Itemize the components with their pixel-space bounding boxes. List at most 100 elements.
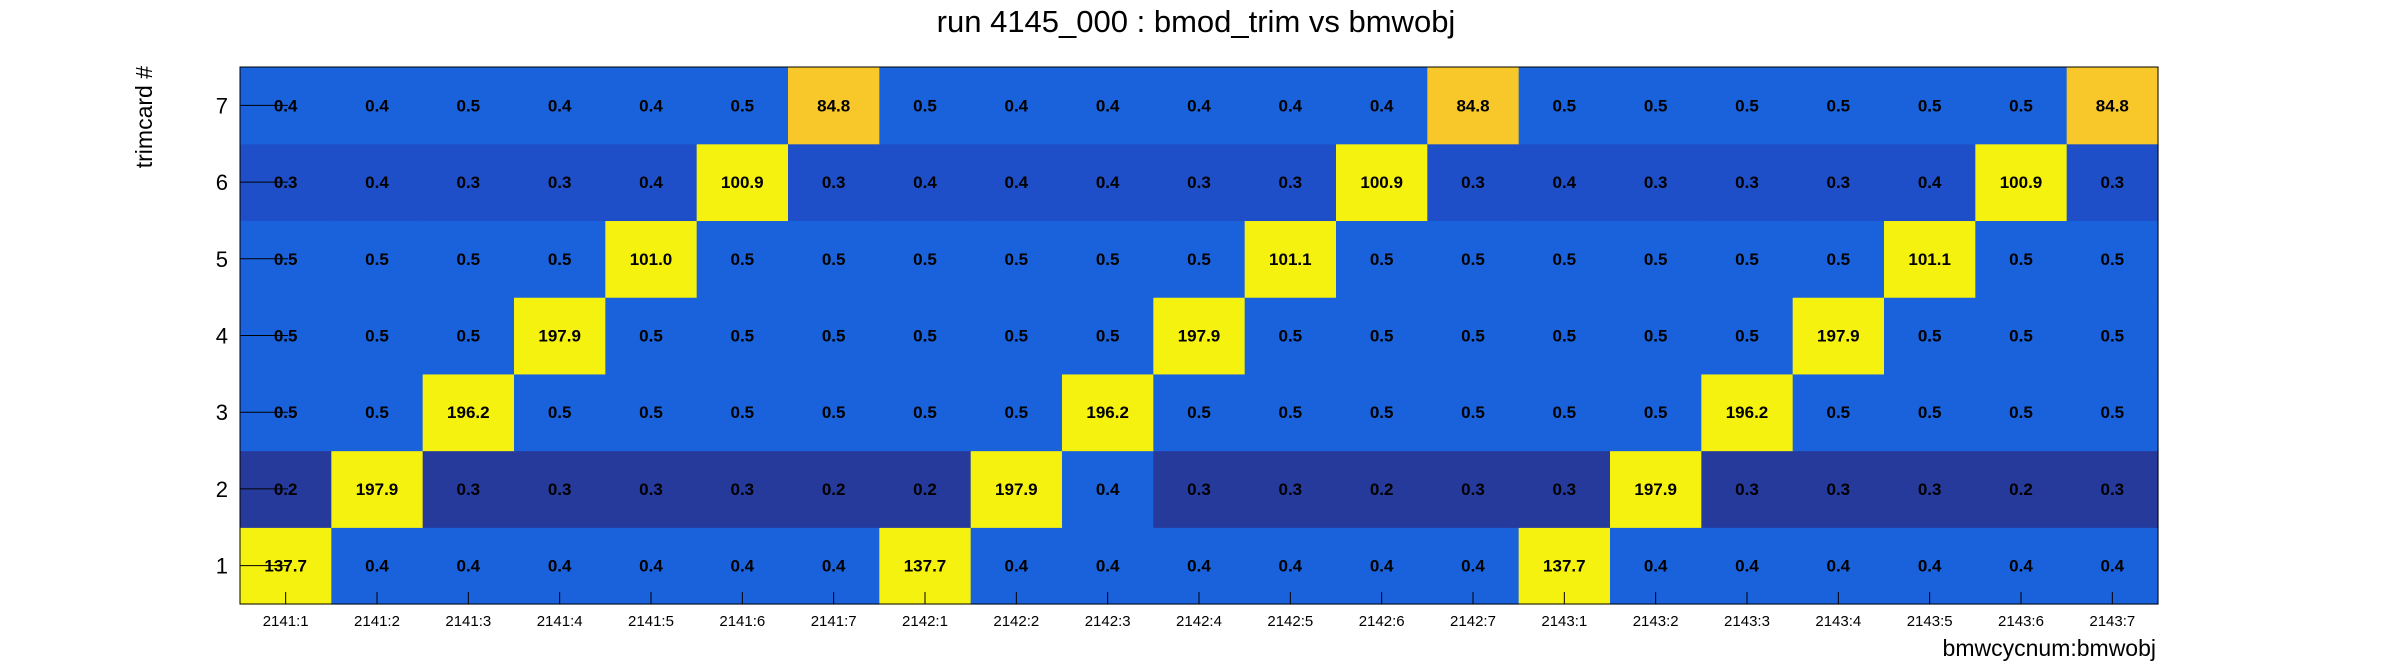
heatmap-cell: [422, 373, 515, 452]
heatmap-cell: [1518, 527, 1611, 605]
cell-value-label: 0.3: [1279, 480, 1303, 499]
heatmap-cell: [1792, 220, 1885, 298]
cell-value-label: 0.4: [1553, 173, 1577, 192]
heatmap-cell: [1701, 143, 1794, 222]
cell-value-label: 0.3: [2101, 480, 2125, 499]
cell-value-label: 0.3: [2101, 173, 2125, 192]
heatmap-cell: [1884, 297, 1976, 375]
x-tick-label: 2141:2: [354, 613, 400, 630]
cell-value-label: 0.4: [1735, 557, 1759, 576]
cell-value-label: 0.3: [731, 480, 755, 499]
cell-value-label: 0.4: [1096, 557, 1120, 576]
x-tick-label: 2142:5: [1267, 613, 1313, 630]
heatmap-cell: [1336, 67, 1428, 145]
heatmap-cell: [788, 450, 880, 528]
cell-value-label: 0.5: [1096, 327, 1120, 346]
heatmap-cell: [970, 297, 1063, 375]
y-tick-label: 7: [216, 93, 228, 118]
heatmap-cell: [605, 527, 698, 605]
heatmap-cell: [1244, 527, 1337, 605]
cell-value-label: 0.4: [1005, 96, 1029, 115]
cell-value-label: 0.3: [1827, 480, 1851, 499]
cell-value-label: 0.5: [822, 327, 846, 346]
heatmap-cell: [1975, 143, 2068, 222]
cell-value-label: 0.5: [548, 250, 572, 269]
heatmap-cell: [879, 450, 972, 528]
cell-value-label: 0.5: [548, 403, 572, 422]
cell-value-label: 137.7: [904, 557, 947, 576]
heatmap-cell: [1701, 527, 1794, 605]
heatmap-cell: [1062, 143, 1154, 222]
cell-value-label: 0.5: [2009, 327, 2033, 346]
heatmap-cell: [514, 143, 606, 222]
cell-value-label: 0.4: [365, 96, 389, 115]
x-tick-label: 2142:7: [1450, 613, 1496, 630]
heatmap-cell: [1062, 450, 1154, 528]
heatmap-cell: [1792, 297, 1885, 375]
heatmap-cell: [1975, 297, 2068, 375]
heatmap-cell: [1701, 450, 1794, 528]
heatmap-cell: [1336, 297, 1428, 375]
heatmap-cell: [331, 450, 424, 528]
cell-value-label: 0.3: [457, 173, 481, 192]
cell-value-label: 0.5: [1461, 250, 1485, 269]
heatmap-cell: [696, 67, 789, 145]
cell-value-label: 84.8: [1456, 96, 1489, 115]
heatmap-cell: [879, 67, 972, 145]
x-tick-label: 2142:1: [902, 613, 948, 630]
heatmap-cell: [970, 450, 1063, 528]
heatmap-cell: [788, 297, 880, 375]
heatmap-cell: [1062, 220, 1154, 298]
cell-value-label: 0.5: [1279, 327, 1303, 346]
heatmap-cell: [1062, 527, 1154, 605]
heatmap-cell: [1884, 67, 1976, 145]
x-tick-label: 2143:5: [1907, 613, 1953, 630]
cell-value-label: 100.9: [2000, 173, 2043, 192]
cell-value-label: 0.5: [365, 250, 389, 269]
cell-value-label: 0.5: [457, 327, 481, 346]
heatmap-cell: [2066, 373, 2159, 452]
heatmap-cell: [1062, 67, 1154, 145]
heatmap-cell: [788, 67, 880, 145]
cell-value-label: 84.8: [2096, 96, 2129, 115]
cell-value-label: 101.1: [1269, 250, 1312, 269]
heatmap-cell: [788, 220, 880, 298]
cell-value-label: 0.5: [1644, 250, 1668, 269]
heatmap-cell: [1153, 450, 1246, 528]
x-tick-label: 2143:3: [1724, 613, 1770, 630]
cell-value-label: 0.5: [1918, 327, 1942, 346]
cell-value-label: 196.2: [447, 403, 490, 422]
cell-value-label: 0.4: [1096, 173, 1120, 192]
heatmap-cell: [970, 143, 1063, 222]
heatmap-cell: [696, 297, 789, 375]
x-tick-label: 2141:6: [719, 613, 765, 630]
cell-value-label: 0.5: [1918, 403, 1942, 422]
heatmap-cell: [514, 220, 606, 298]
cell-value-label: 0.5: [2009, 96, 2033, 115]
x-tick-label: 2141:1: [263, 613, 309, 630]
cell-value-label: 196.2: [1086, 403, 1129, 422]
heatmap-cell: [514, 373, 606, 452]
cell-value-label: 0.4: [548, 557, 572, 576]
heatmap-cell: [1975, 220, 2068, 298]
heatmap-cell: [696, 527, 789, 605]
x-tick-label: 2143:6: [1998, 613, 2044, 630]
heatmap-cell: [1427, 450, 1520, 528]
cell-value-label: 0.5: [913, 250, 937, 269]
y-tick-label: 1: [216, 554, 228, 579]
heatmap-cell: [696, 373, 789, 452]
cell-value-label: 0.5: [1735, 96, 1759, 115]
cell-value-label: 0.5: [457, 96, 481, 115]
cell-value-label: 0.4: [1096, 96, 1120, 115]
heatmap-cell: [879, 220, 972, 298]
heatmap-cell: [331, 297, 424, 375]
cell-value-label: 0.4: [274, 96, 298, 115]
heatmap-cell: [1701, 297, 1794, 375]
cell-value-label: 0.5: [1370, 327, 1394, 346]
heatmap-cell: [605, 220, 698, 298]
heatmap-cell: [879, 297, 972, 375]
heatmap-cell: [331, 67, 424, 145]
y-tick-label: 3: [216, 400, 228, 425]
heatmap-cell: [1518, 450, 1611, 528]
